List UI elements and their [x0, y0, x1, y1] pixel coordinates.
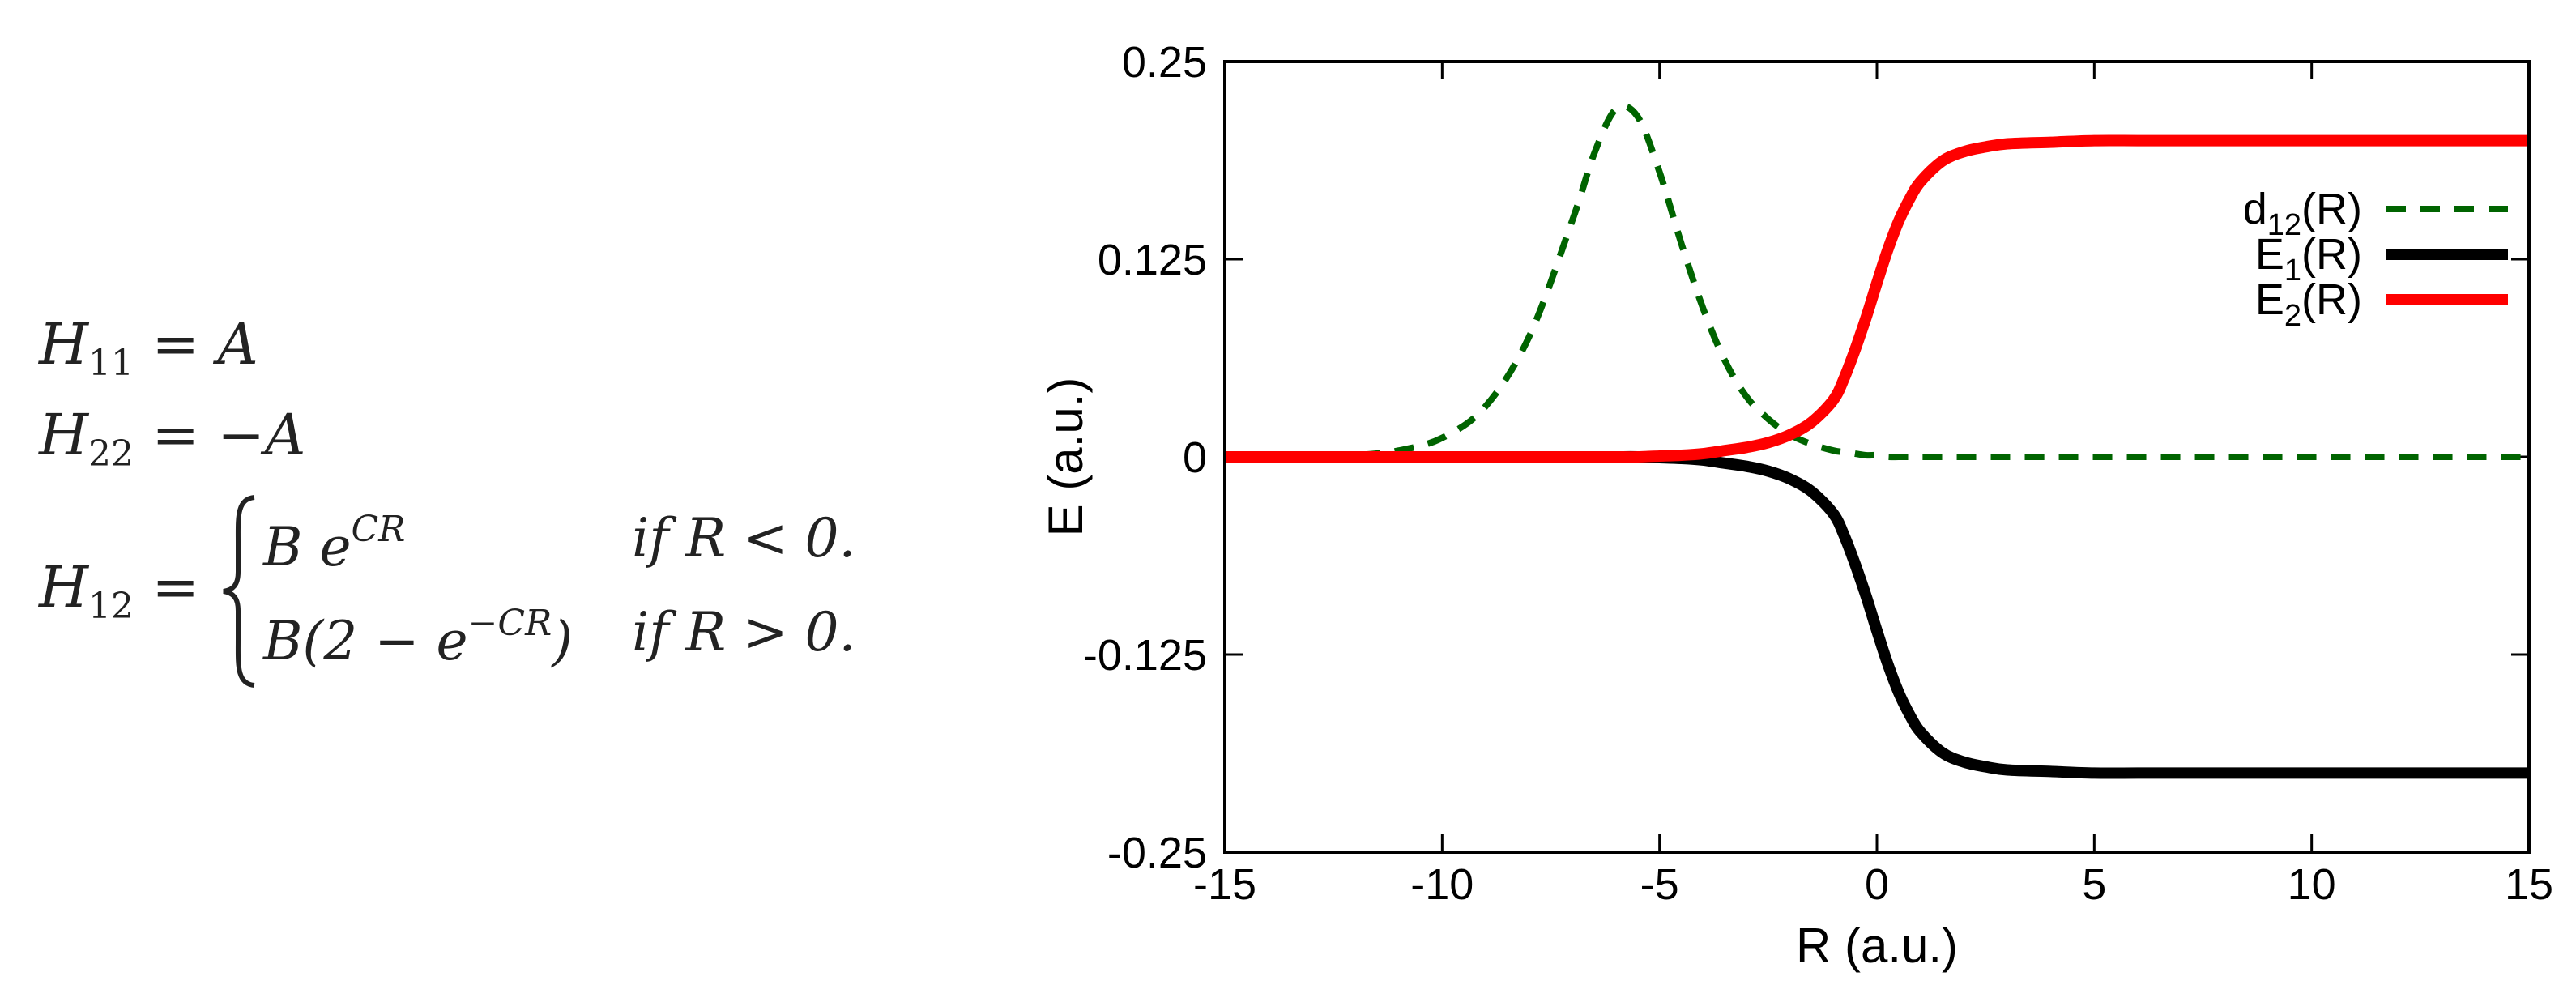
h22-rhs: = −A [151, 402, 306, 468]
legend-label: d12(R) [2243, 185, 2362, 242]
h12-symbol: H [39, 554, 89, 620]
equation-h12-lhs: H12 = [39, 559, 199, 625]
x-tick-label: -10 [1410, 860, 1474, 909]
x-tick-label: -15 [1193, 860, 1256, 909]
h12-case-1: B eCR [263, 512, 405, 574]
plot-frame [1223, 60, 2531, 854]
chart-series [1224, 102, 2529, 779]
y-tick-label: 0 [1183, 433, 1207, 482]
series-line-1 [1224, 450, 2529, 779]
case2-expression: B(2 − e [263, 610, 468, 672]
x-tick-label: 5 [2082, 860, 2106, 909]
y-tick-label: 0.25 [1122, 38, 1207, 87]
h22-symbol: H [39, 402, 89, 468]
h12-equals: = [151, 554, 199, 620]
h12-condition-1: if R < 0. [632, 512, 855, 565]
h11-symbol: H [39, 311, 89, 377]
x-tick-label: 15 [2505, 860, 2553, 909]
legend-label: E1(R) [2255, 230, 2362, 288]
y-tick-label: -0.25 [1107, 829, 1207, 877]
equation-h22: H22 = −A [39, 407, 305, 472]
case2-condition: if R > 0. [632, 601, 856, 663]
x-tick-label: -5 [1640, 860, 1679, 909]
equation-h11: H11 = A [39, 316, 258, 382]
y-tick-label: 0.125 [1098, 236, 1207, 284]
h12-condition-2: if R > 0. [632, 606, 855, 659]
case1-expression: B e [263, 516, 352, 578]
y-axis-label: E (a.u.) [1039, 377, 1093, 537]
h11-subscript: 11 [88, 343, 134, 384]
x-tick-label: 10 [2288, 860, 2336, 909]
chart-legend: d12(R)E1(R)E2(R) [2243, 185, 2508, 333]
equations-panel: H11 = A H22 = −A H12 = B eCR if R < 0. B… [0, 0, 956, 985]
case1-condition: if R < 0. [632, 507, 856, 569]
case2-exponent: −CR [467, 603, 552, 644]
case2-close: ) [552, 610, 573, 672]
legend-label: E2(R) [2255, 275, 2362, 333]
x-axis-label: R (a.u.) [1796, 919, 1958, 973]
series-line-2 [1224, 134, 2529, 463]
h12-case-2: B(2 − e−CR) [263, 606, 573, 668]
left-brace-icon [223, 495, 255, 688]
case1-exponent: CR [351, 509, 406, 550]
y-tick-label: -0.125 [1083, 631, 1207, 680]
x-tick-label: 0 [1865, 860, 1889, 909]
chart-labels: -15 -10 -5 0 5 10 15 -0.25 -0.125 0 0.125 0.25 R (a.… [1039, 38, 2553, 973]
h22-subscript: 22 [88, 433, 134, 475]
h12-subscript: 12 [88, 586, 134, 627]
series-line-0 [1224, 102, 2529, 461]
h11-rhs: = A [151, 311, 258, 377]
